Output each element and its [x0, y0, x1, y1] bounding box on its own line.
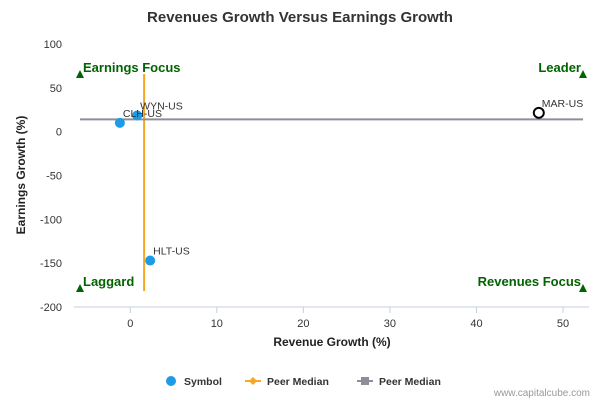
- quadrant-label: Revenues Focus: [478, 274, 581, 289]
- legend-square-icon: [361, 377, 369, 385]
- data-point-label: HLT-US: [153, 246, 190, 258]
- credit-text: www.capitalcube.com: [493, 388, 590, 399]
- y-tick-label: 0: [56, 127, 62, 139]
- legend-diamond-icon: [249, 377, 257, 385]
- plot-area: 0 10 20 30 40 50 100 50 0 -50 -100 -150 -200 Earnings…: [40, 39, 589, 330]
- y-tick-label: 50: [50, 83, 62, 95]
- x-tick-label: 50: [557, 318, 569, 330]
- data-point: [114, 117, 125, 128]
- quadrant-marker-icon: [76, 284, 84, 292]
- x-tick-label: 40: [470, 318, 482, 330]
- data-point: [132, 110, 143, 121]
- quadrant-label: Laggard: [83, 274, 134, 289]
- data-point-label: WYN-US: [140, 100, 183, 112]
- x-tick-label: 30: [384, 318, 396, 330]
- x-axis-title: Revenue Growth (%): [273, 335, 390, 349]
- legend-symbol-icon: [166, 376, 176, 386]
- quadrant-marker-icon: [76, 70, 84, 78]
- y-tick-label: -200: [40, 302, 62, 314]
- quadrant-marker-icon: [579, 70, 587, 78]
- y-tick-label: -150: [40, 258, 62, 270]
- quadrant-label: Leader: [538, 60, 581, 75]
- data-point-label: MAR-US: [542, 98, 583, 110]
- y-tick-label: 100: [44, 39, 62, 51]
- chart-title: Revenues Growth Versus Earnings Growth: [147, 9, 453, 26]
- data-point: [532, 106, 545, 119]
- legend-item-label: Symbol: [184, 376, 222, 388]
- legend-item-label: Peer Median: [379, 376, 441, 388]
- y-tick-label: -50: [46, 171, 62, 183]
- legend-item-label: Peer Median: [267, 376, 329, 388]
- y-tick-label: -100: [40, 214, 62, 226]
- x-tick-label: 0: [127, 318, 133, 330]
- data-point: [145, 255, 156, 266]
- y-axis-title: Earnings Growth (%): [14, 116, 28, 235]
- quadrant-marker-icon: [579, 284, 587, 292]
- legend[interactable]: Symbol Peer Median Peer Median: [166, 376, 441, 388]
- data-point-label: CLH-US: [123, 108, 162, 120]
- x-tick-label: 20: [297, 318, 309, 330]
- quadrant-label: Earnings Focus: [83, 60, 181, 75]
- x-tick-label: 10: [211, 318, 223, 330]
